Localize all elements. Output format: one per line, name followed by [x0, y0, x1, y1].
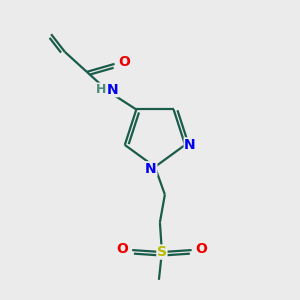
Text: N: N	[107, 83, 118, 97]
Text: N: N	[184, 138, 196, 152]
Text: O: O	[118, 55, 130, 69]
Text: N: N	[145, 162, 157, 176]
Text: O: O	[196, 242, 208, 256]
Text: O: O	[116, 242, 128, 256]
Text: S: S	[157, 245, 167, 259]
Text: H: H	[95, 83, 106, 96]
